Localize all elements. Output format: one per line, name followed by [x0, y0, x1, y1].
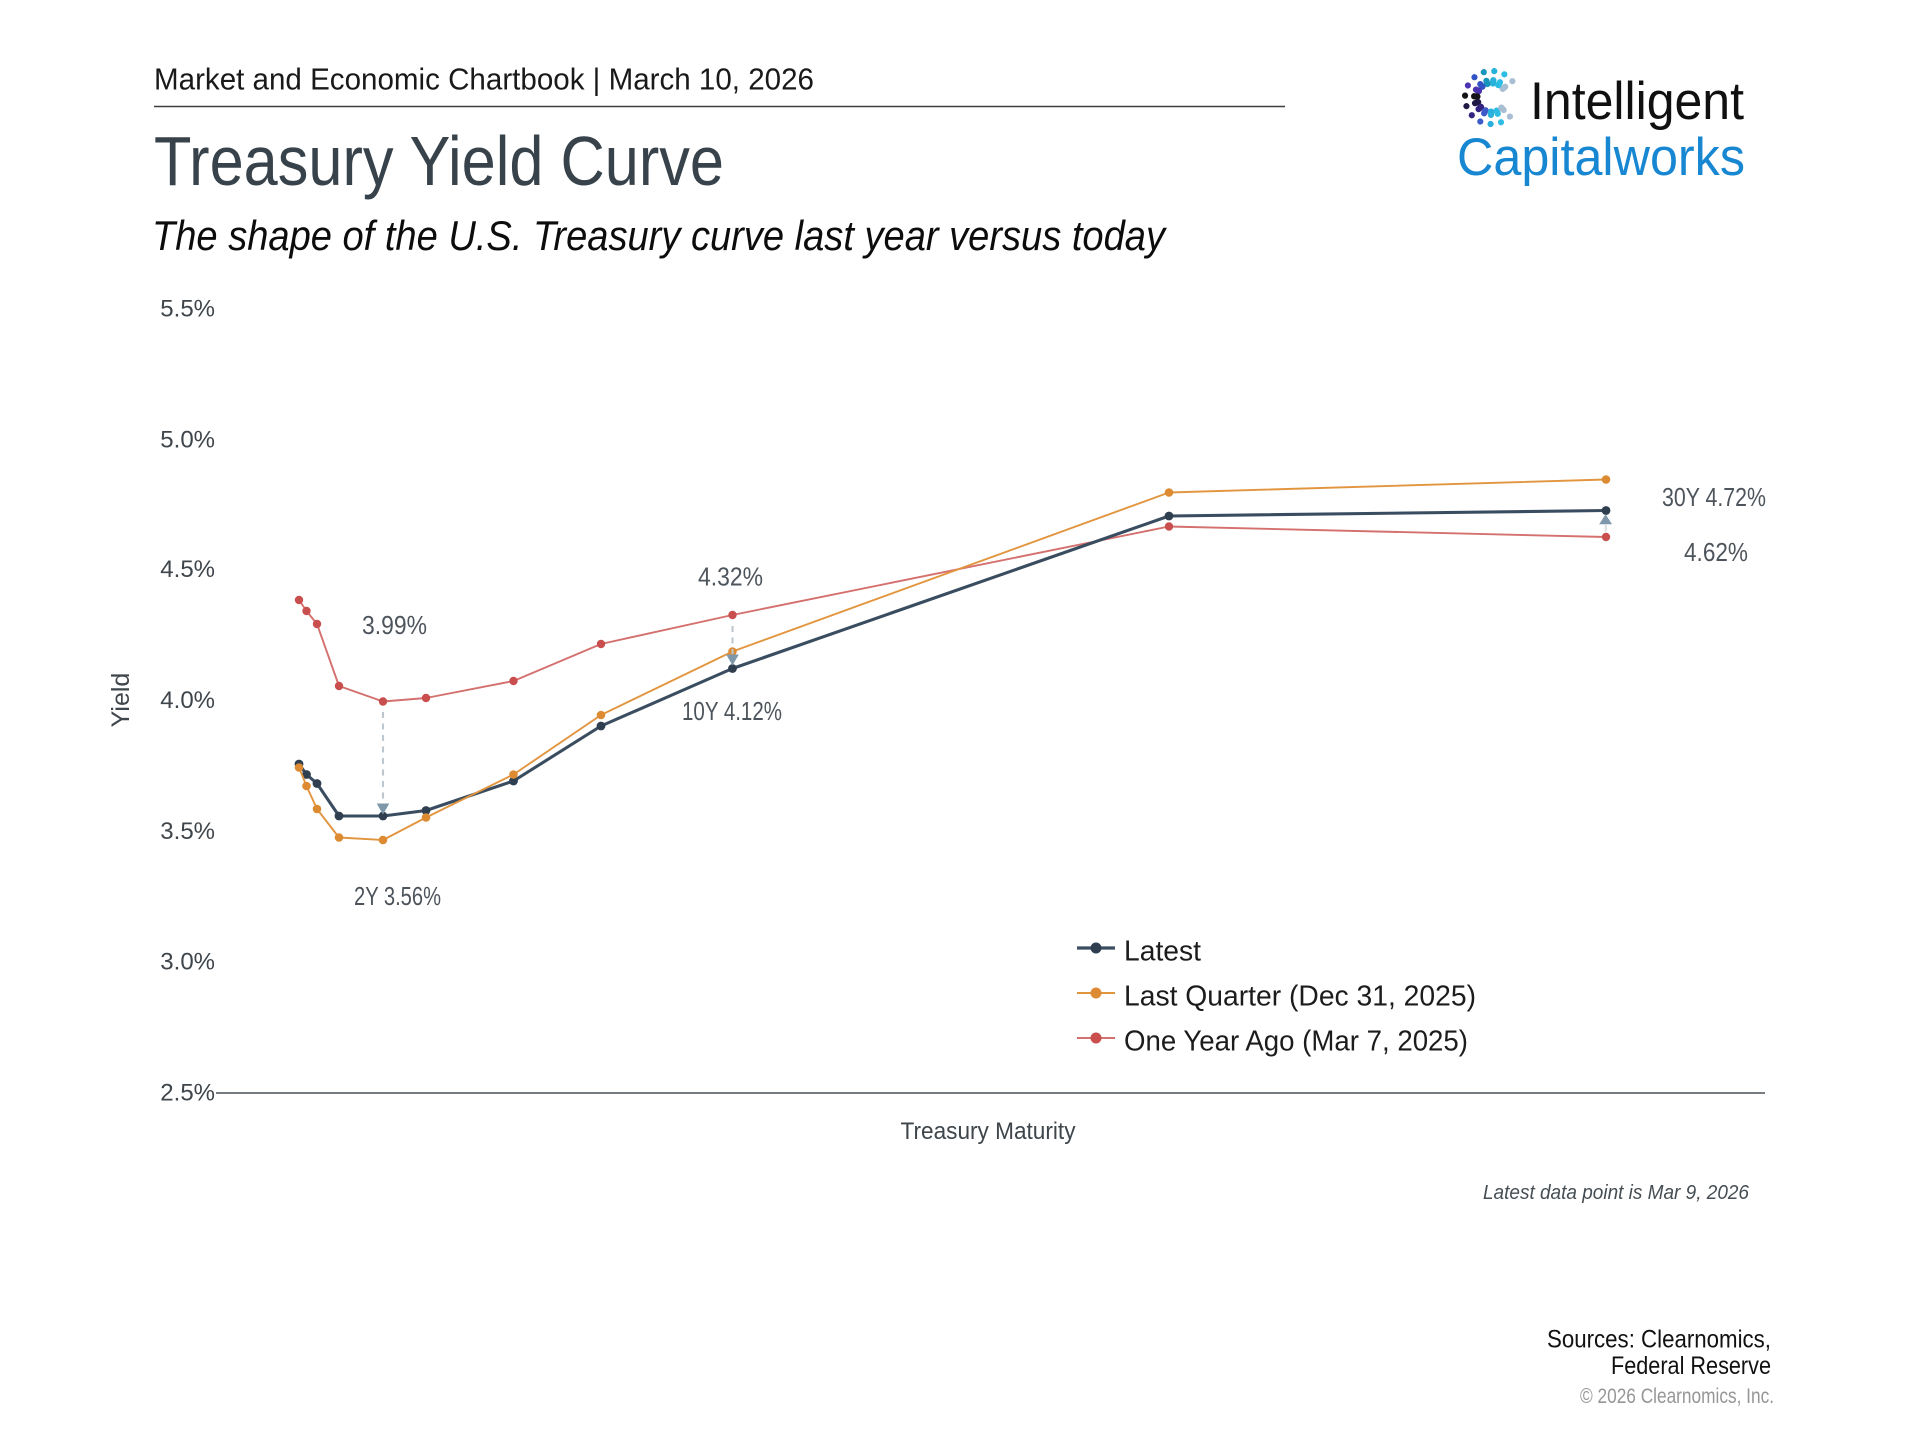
svg-text:4.32%: 4.32%	[698, 562, 763, 592]
svg-text:Latest: Latest	[1124, 936, 1201, 968]
svg-text:5.5%: 5.5%	[160, 296, 215, 323]
svg-text:Capitalworks: Capitalworks	[1457, 128, 1745, 187]
svg-text:2Y 3.56%: 2Y 3.56%	[354, 881, 441, 911]
svg-text:Yield: Yield	[107, 673, 135, 728]
svg-text:30Y 4.72%: 30Y 4.72%	[1662, 482, 1766, 512]
svg-text:Last Quarter (Dec 31, 2025): Last Quarter (Dec 31, 2025)	[1124, 981, 1476, 1013]
svg-text:Sources: Clearnomics,: Sources: Clearnomics,	[1547, 1326, 1771, 1354]
svg-text:3.99%: 3.99%	[362, 610, 427, 640]
svg-text:2.5%: 2.5%	[160, 1080, 215, 1107]
svg-text:4.5%: 4.5%	[160, 556, 215, 583]
svg-text:Treasury Yield Curve: Treasury Yield Curve	[154, 122, 724, 200]
svg-text:3.5%: 3.5%	[160, 818, 215, 845]
svg-text:Market and Economic Chartbook: Market and Economic Chartbook | March 10…	[154, 62, 814, 97]
svg-text:10Y 4.12%: 10Y 4.12%	[682, 696, 782, 726]
svg-text:5.0%: 5.0%	[160, 427, 215, 454]
svg-text:The shape of the U.S. Treasury: The shape of the U.S. Treasury curve las…	[152, 212, 1168, 259]
svg-text:4.62%: 4.62%	[1684, 537, 1748, 567]
svg-text:Latest data point is Mar 9, 20: Latest data point is Mar 9, 2026	[1483, 1181, 1750, 1204]
svg-text:4.0%: 4.0%	[160, 687, 215, 714]
svg-text:Treasury Maturity: Treasury Maturity	[901, 1118, 1077, 1145]
svg-text:Federal Reserve: Federal Reserve	[1611, 1352, 1771, 1380]
svg-text:© 2026 Clearnomics, Inc.: © 2026 Clearnomics, Inc.	[1580, 1385, 1774, 1408]
svg-text:One Year Ago (Mar 7, 2025): One Year Ago (Mar 7, 2025)	[1124, 1026, 1468, 1058]
svg-text:Intelligent: Intelligent	[1530, 72, 1744, 131]
svg-text:3.0%: 3.0%	[160, 949, 215, 976]
